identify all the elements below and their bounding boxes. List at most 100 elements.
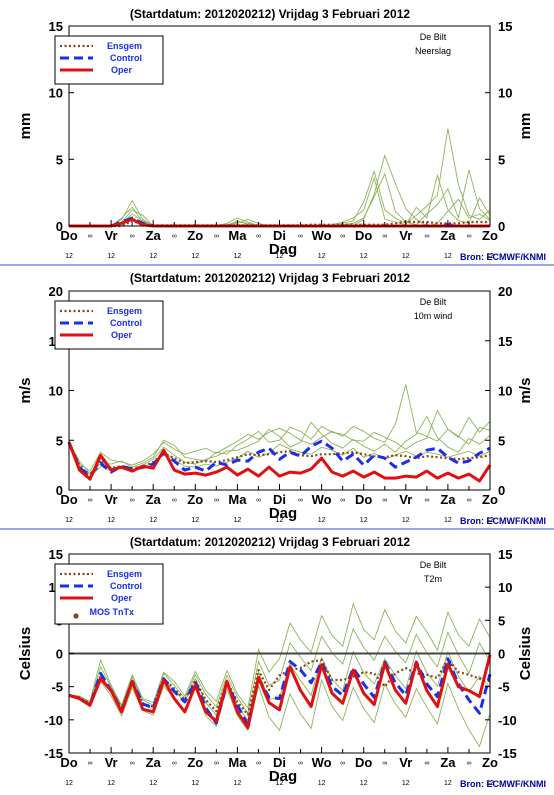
y-tick-label: 0 xyxy=(56,219,63,234)
x-hour-label: 12 xyxy=(276,780,284,787)
variable-label: Neerslag xyxy=(415,46,451,56)
ensemble-member-line xyxy=(69,153,491,227)
x-hour-label: 12 xyxy=(360,253,368,260)
x-tick-label: Zo xyxy=(187,755,203,770)
y-tick-label: 0 xyxy=(498,483,505,498)
x-halfday-marker: ∞ xyxy=(340,760,345,767)
x-hour-label: 12 xyxy=(444,253,452,260)
x-hour-label: 12 xyxy=(402,517,410,524)
x-tick-label: Za xyxy=(146,492,162,507)
x-hour-label: 12 xyxy=(318,253,326,260)
x-hour-label: 12 xyxy=(149,253,157,260)
x-tick-label: Zo xyxy=(482,755,498,770)
x-hour-label: 12 xyxy=(234,517,242,524)
x-halfday-marker: ∞ xyxy=(88,760,93,767)
x-halfday-marker: ∞ xyxy=(172,760,177,767)
x-hour-label: 12 xyxy=(234,780,242,787)
x-halfday-marker: ∞ xyxy=(340,497,345,504)
legend-label: Oper xyxy=(111,65,133,75)
x-halfday-marker: ∞ xyxy=(130,760,135,767)
x-hour-label: 12 xyxy=(234,253,242,260)
y-tick-label: 20 xyxy=(498,284,512,299)
x-tick-label: Zo xyxy=(482,492,498,507)
x-tick-label: Do xyxy=(355,492,372,507)
ensemble-member-line xyxy=(68,384,491,472)
y-tick-label: 10 xyxy=(498,86,512,101)
y-axis-label: m/s xyxy=(17,378,34,404)
legend-box xyxy=(54,563,164,625)
variable-label: 10m wind xyxy=(414,311,453,321)
x-hour-label: 12 xyxy=(486,517,494,524)
x-hour-label: 12 xyxy=(65,253,73,260)
x-hour-label: 12 xyxy=(191,253,199,260)
y-tick-label: 15 xyxy=(498,547,512,562)
x-hour-label: 12 xyxy=(444,517,452,524)
x-halfday-marker: ∞ xyxy=(424,760,429,767)
x-hour-label: 12 xyxy=(444,780,452,787)
x-hour-label: 12 xyxy=(318,517,326,524)
x-halfday-marker: ∞ xyxy=(424,233,429,240)
x-hour-label: 12 xyxy=(276,253,284,260)
x-tick-label: Ma xyxy=(228,492,247,507)
y-tick-label: -10 xyxy=(44,713,63,728)
y-tick-label: 10 xyxy=(49,86,63,101)
x-hour-label: 12 xyxy=(402,780,410,787)
legend: Ensgem Control Oper xyxy=(54,35,164,85)
x-tick-label: Za xyxy=(146,755,162,770)
y-tick-label: 5 xyxy=(56,152,63,167)
x-tick-label: Do xyxy=(60,755,77,770)
series-line-oper xyxy=(67,441,492,483)
legend-label: Oper xyxy=(111,593,133,603)
x-halfday-marker: ∞ xyxy=(466,233,471,240)
legend-label: MOS TnTx xyxy=(90,607,135,617)
x-tick-label: Vr xyxy=(105,228,118,243)
x-axis-label: Dag xyxy=(269,505,297,522)
x-halfday-marker: ∞ xyxy=(88,497,93,504)
y-tick-label: 15 xyxy=(498,19,512,34)
y-tick-label: -15 xyxy=(498,746,517,761)
y-tick-label: -15 xyxy=(44,746,63,761)
x-tick-label: Wo xyxy=(312,755,332,770)
x-hour-label: 12 xyxy=(360,780,368,787)
y-axis-label: Celsius xyxy=(517,627,534,680)
legend-label: Control xyxy=(110,318,142,328)
legend-label: Ensgem xyxy=(107,306,142,316)
x-hour-label: 12 xyxy=(65,780,73,787)
y-tick-label: 15 xyxy=(498,334,512,349)
x-hour-label: 12 xyxy=(149,780,157,787)
y-tick-label: 10 xyxy=(498,384,512,399)
x-hour-label: 12 xyxy=(486,253,494,260)
x-hour-label: 12 xyxy=(486,780,494,787)
y-axis-label: mm xyxy=(517,113,534,140)
x-halfday-marker: ∞ xyxy=(214,760,219,767)
y-axis-label: Celsius xyxy=(17,627,34,680)
x-halfday-marker: ∞ xyxy=(298,233,303,240)
x-halfday-marker: ∞ xyxy=(256,233,261,240)
y-axis-label: m/s xyxy=(517,378,534,404)
chart-title: (Startdatum: 2012020212) Vrijdag 3 Febru… xyxy=(130,7,410,21)
x-tick-label: Vr xyxy=(399,228,412,243)
x-halfday-marker: ∞ xyxy=(88,233,93,240)
x-tick-label: Di xyxy=(273,755,286,770)
x-tick-label: Do xyxy=(355,228,372,243)
x-tick-label: Do xyxy=(355,755,372,770)
x-axis-label: Dag xyxy=(269,241,297,258)
ensemble-member-line xyxy=(68,602,491,709)
chart-panel-neerslag: (Startdatum: 2012020212) Vrijdag 3 Febru… xyxy=(17,7,546,262)
y-tick-label: 0 xyxy=(498,647,505,662)
x-tick-label: Za xyxy=(440,492,456,507)
y-tick-label: 0 xyxy=(498,219,505,234)
x-tick-label: Za xyxy=(146,228,162,243)
y-tick-label: -5 xyxy=(498,680,510,695)
y-tick-label: 5 xyxy=(498,433,505,448)
x-halfday-marker: ∞ xyxy=(466,760,471,767)
source-credit: Bron: ECMWF/KNMI xyxy=(460,779,546,789)
chart-title: (Startdatum: 2012020212) Vrijdag 3 Febru… xyxy=(130,535,410,549)
x-tick-label: Zo xyxy=(187,492,203,507)
y-tick-label: 10 xyxy=(49,384,63,399)
x-halfday-marker: ∞ xyxy=(256,497,261,504)
chart-panel-t2m: (Startdatum: 2012020212) Vrijdag 3 Febru… xyxy=(17,535,546,789)
x-hour-label: 12 xyxy=(191,780,199,787)
x-hour-label: 12 xyxy=(65,517,73,524)
